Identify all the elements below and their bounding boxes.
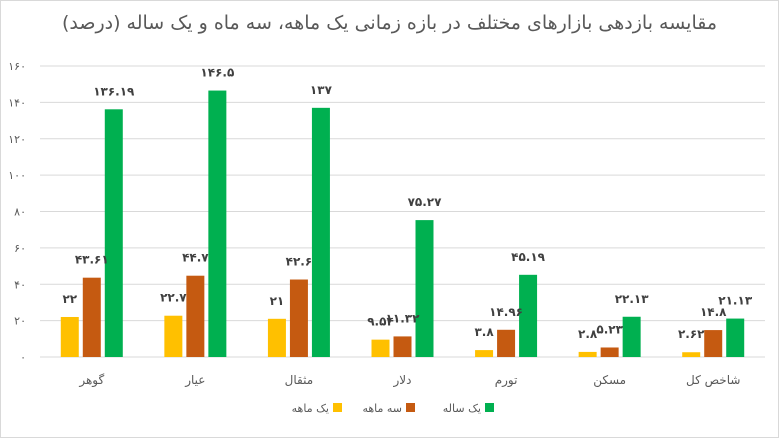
legend-swatch [485, 403, 494, 412]
gridlines [40, 65, 765, 358]
data-label: ۴۴.۷ [182, 251, 209, 265]
data-label: ۲۲.۱۳ [615, 292, 650, 306]
bars [60, 90, 745, 357]
data-label: ۱۴.۹۶ [489, 305, 523, 319]
y-tick-label: ۱۰۰ [8, 169, 26, 182]
legend-swatch [406, 403, 415, 412]
x-tick-label: شاخص کل [686, 373, 740, 388]
bar [682, 352, 701, 357]
bar [497, 329, 516, 357]
legend: یک ماهه سه ماهه یک ساله [292, 402, 494, 415]
bar [393, 336, 412, 357]
data-label: ۱۴۶.۵ [200, 66, 234, 80]
data-label: ۷۵.۲۷ [408, 195, 443, 209]
data-label: ۲۲ [62, 292, 77, 306]
data-label: ۲.۶۲ [678, 327, 705, 341]
data-label: ۴۳.۶۱ [75, 253, 109, 267]
bar [311, 107, 330, 357]
bar [186, 275, 205, 357]
data-label: ۱۳۷ [310, 83, 333, 97]
bar [60, 316, 79, 357]
legend-swatch [333, 403, 342, 412]
y-tick-label: ۱۴۰ [8, 96, 26, 109]
x-tick-label: مسکن [593, 373, 626, 388]
bar [208, 90, 227, 357]
bar [82, 277, 101, 357]
y-tick-label: ۶۰ [14, 242, 26, 255]
x-tick-label: گوهر [78, 373, 104, 388]
data-label: ۲۱ [270, 294, 285, 308]
x-tick-label: عیار [184, 373, 205, 388]
bar [475, 350, 494, 357]
y-axis-ticks: ۰ ۲۰ ۴۰ ۶۰ ۸۰ ۱۰۰ ۱۲۰ ۱۴۰ ۱۶۰ [8, 60, 26, 364]
bar [600, 347, 619, 357]
y-tick-label: ۱۲۰ [8, 133, 26, 146]
bar [289, 279, 308, 357]
data-label: ۲۲.۷ [160, 291, 187, 305]
data-label: ۱۴.۸ [700, 305, 727, 319]
x-tick-label: تورم [495, 373, 518, 388]
data-label: ۴۵.۱۹ [511, 250, 546, 264]
y-tick-label: ۸۰ [14, 206, 26, 219]
bar [726, 318, 745, 357]
bar [578, 351, 597, 357]
x-tick-label: مثقال [285, 373, 314, 387]
y-tick-label: ۰ [20, 351, 26, 364]
legend-label: سه ماهه [362, 402, 402, 415]
y-tick-label: ۱۶۰ [8, 60, 26, 73]
data-label: ۲۱.۱۳ [718, 294, 753, 308]
x-tick-label: دلار [393, 373, 412, 388]
bar [415, 220, 434, 357]
data-label: ۳.۸ [474, 325, 494, 339]
bar [104, 109, 123, 357]
bar [267, 318, 286, 357]
data-label: ۲.۸ [578, 327, 598, 341]
data-label: ۵.۲۳ [596, 322, 623, 336]
bar [164, 315, 183, 357]
y-tick-label: ۴۰ [14, 278, 26, 291]
y-tick-label: ۲۰ [14, 315, 26, 328]
bar [519, 274, 538, 357]
x-axis-ticks: گوهر عیار مثقال دلار تورم مسکن شاخص کل [78, 373, 740, 388]
chart-title: مقایسه بازدهی بازارهای مختلف در بازه زما… [61, 12, 718, 34]
bar [704, 330, 723, 357]
data-label: ۴۲.۶ [286, 255, 313, 269]
bar [371, 339, 390, 357]
data-label: ۱۱.۳۲ [386, 311, 421, 325]
legend-label: یک ساله [443, 402, 481, 415]
data-label: ۹.۵۴ [367, 315, 394, 329]
bar [622, 316, 641, 357]
data-labels: ۲۲۴۳.۶۱۱۳۶.۱۹۲۲.۷۴۴.۷۱۴۶.۵۲۱۴۲.۶۱۳۷۹.۵۴۱… [62, 66, 752, 342]
legend-label: یک ماهه [292, 402, 329, 415]
data-label: ۱۳۶.۱۹ [93, 84, 135, 98]
